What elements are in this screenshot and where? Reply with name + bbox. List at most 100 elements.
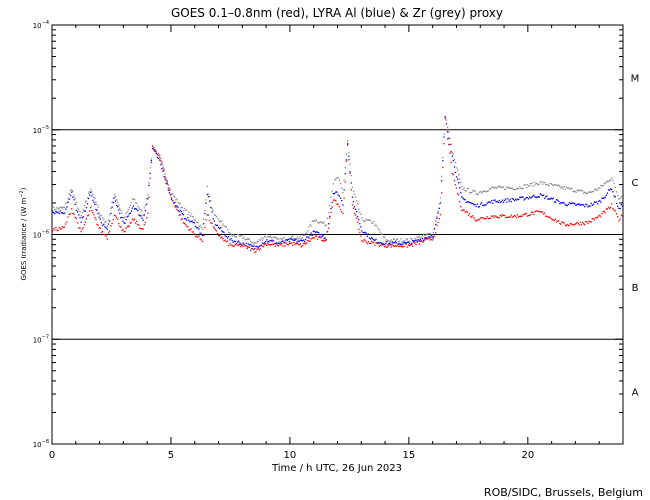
data-point [129, 222, 132, 224]
data-point [554, 218, 557, 220]
data-point [53, 211, 55, 214]
data-point [292, 244, 294, 247]
data-point [603, 197, 605, 199]
data-point [175, 205, 177, 207]
data-point [261, 245, 264, 247]
data-point [506, 216, 508, 219]
data-point [380, 243, 383, 245]
data-point [115, 217, 118, 219]
data-point [578, 190, 580, 192]
data-point [182, 213, 185, 216]
data-point [460, 192, 462, 194]
data-point [305, 238, 307, 241]
data-point [311, 237, 313, 239]
data-point [91, 195, 93, 197]
data-point [263, 242, 266, 244]
data-point [74, 216, 76, 219]
data-point [298, 237, 300, 239]
data-point [351, 204, 354, 206]
data-point [468, 212, 471, 215]
data-point [562, 201, 564, 204]
data-point [605, 208, 607, 210]
data-point [581, 203, 584, 206]
data-point [586, 221, 588, 223]
data-point [357, 203, 359, 205]
data-point [224, 226, 226, 228]
data-point [488, 217, 491, 219]
data-point [450, 161, 452, 164]
data-point [315, 231, 318, 233]
data-point [111, 201, 113, 203]
data-point [353, 193, 356, 195]
data-point [619, 218, 621, 220]
data-point [100, 222, 103, 224]
data-point [303, 234, 306, 236]
data-point [592, 217, 595, 220]
data-point [63, 212, 66, 214]
data-point [250, 245, 253, 247]
data-point [465, 210, 467, 213]
data-point [113, 193, 116, 196]
data-point [83, 224, 86, 226]
data-point [372, 242, 374, 244]
data-point [211, 207, 213, 210]
data-point [344, 173, 346, 175]
data-point [95, 201, 97, 204]
data-point [197, 227, 199, 229]
data-point [98, 212, 100, 214]
data-point [528, 214, 531, 216]
data-point [574, 203, 576, 205]
data-point [373, 220, 375, 223]
data-point [471, 216, 473, 219]
data-point [192, 221, 194, 224]
data-point [425, 238, 427, 240]
data-point [240, 234, 242, 237]
data-point [602, 185, 604, 187]
data-point [271, 243, 273, 245]
data-point [485, 217, 487, 220]
data-point [160, 160, 162, 162]
data-point [562, 187, 564, 190]
data-point [413, 240, 415, 243]
data-point [617, 205, 619, 208]
data-point [411, 238, 413, 240]
data-point [349, 172, 351, 175]
data-point [194, 219, 197, 222]
data-point [97, 206, 99, 208]
data-point [123, 231, 125, 233]
data-point [513, 199, 516, 202]
data-point [198, 235, 200, 237]
data-point [153, 149, 155, 151]
data-point [339, 197, 342, 199]
data-point [293, 238, 295, 240]
data-point [377, 242, 379, 245]
data-point [168, 187, 171, 190]
data-point [520, 196, 522, 199]
data-point [550, 183, 552, 185]
data-point [191, 231, 193, 233]
data-point [67, 201, 69, 203]
data-point [343, 179, 345, 181]
data-point [213, 227, 216, 229]
data-point [466, 187, 469, 190]
data-point [477, 206, 480, 208]
data-point [350, 189, 352, 191]
data-point [101, 230, 104, 233]
data-point [384, 246, 386, 248]
data-point [471, 191, 473, 194]
x-tick-label: 10 [284, 450, 297, 461]
data-point [252, 248, 254, 250]
data-point [611, 177, 613, 179]
data-point [94, 203, 96, 205]
data-point [60, 228, 62, 230]
data-point [424, 239, 426, 241]
data-point [388, 240, 390, 242]
data-point [429, 236, 431, 239]
data-point [358, 219, 360, 221]
data-point [71, 191, 73, 193]
data-point [521, 215, 523, 218]
data-point [558, 184, 560, 186]
data-point [381, 243, 384, 245]
data-point [79, 217, 81, 219]
data-point [546, 195, 548, 197]
